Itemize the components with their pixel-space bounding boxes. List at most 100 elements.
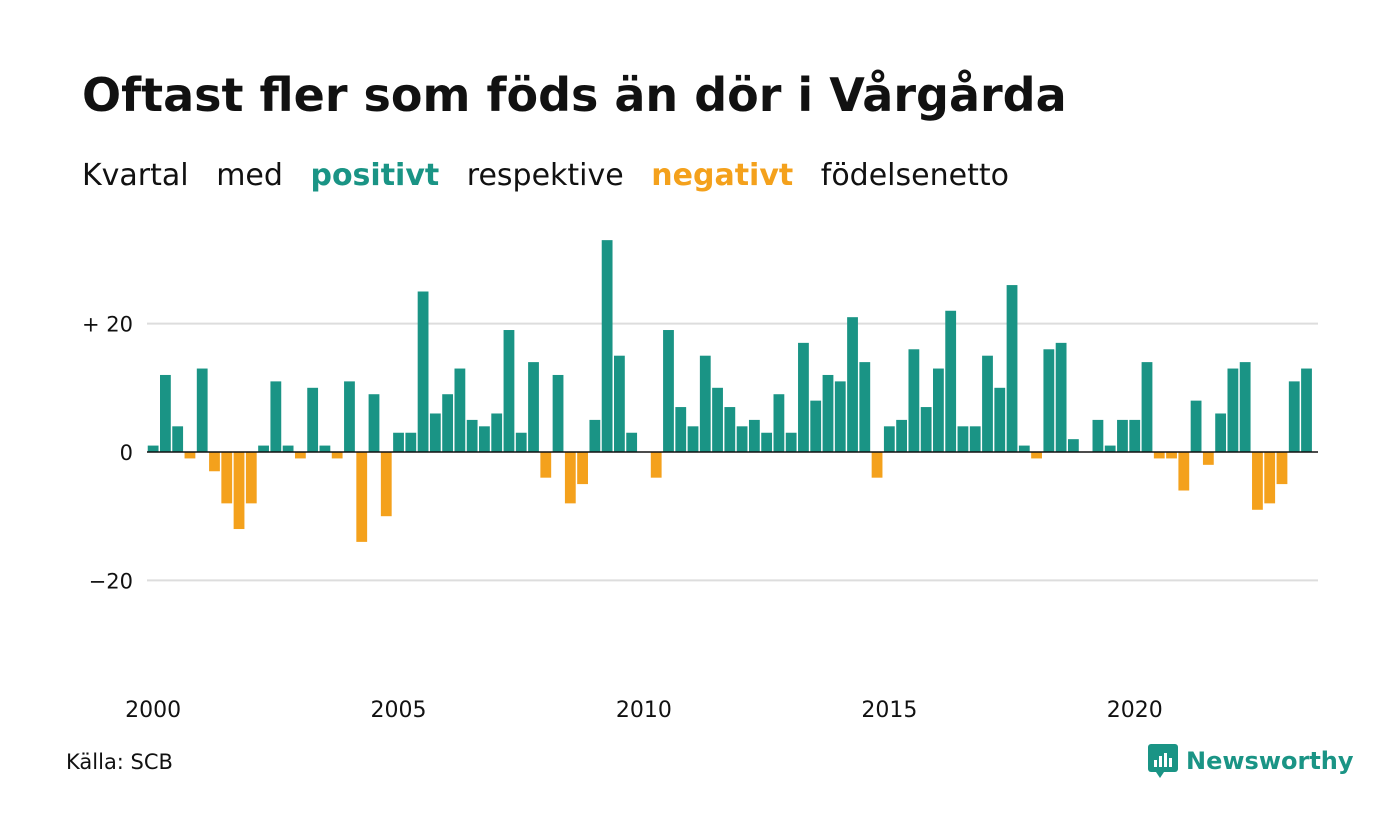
subtitle-word: med [216, 158, 283, 193]
bar [147, 445, 159, 452]
bar [160, 374, 171, 452]
x-tick-label: 2010 [616, 698, 672, 723]
bar [442, 394, 454, 452]
bar [761, 432, 773, 452]
bar [393, 432, 404, 452]
bar [1178, 452, 1190, 491]
bar [920, 407, 932, 452]
bar [614, 355, 625, 452]
bar [589, 419, 601, 452]
bar [258, 445, 269, 452]
bar [699, 355, 711, 452]
bar-chart: + 20 0 −20 2000 2005 2010 2015 2020 [82, 240, 1318, 723]
bar [307, 387, 319, 452]
bar [209, 452, 220, 472]
chart-title: Oftast fler som föds än dör i Vårgårda [82, 68, 1067, 122]
x-tick-label: 2005 [371, 698, 427, 723]
bar [945, 310, 957, 452]
bar [994, 387, 1006, 452]
bar [1288, 381, 1300, 452]
bar [233, 452, 245, 530]
bar [245, 452, 257, 504]
x-tick-label: 2000 [125, 698, 181, 723]
newsworthy-logo-icon [1148, 744, 1178, 778]
bar [1190, 400, 1202, 452]
bar [626, 432, 638, 452]
bar [663, 330, 674, 452]
y-tick-label: + 20 [82, 313, 133, 337]
bar [1227, 368, 1239, 452]
bar [1215, 413, 1227, 452]
bar [1067, 439, 1079, 452]
bar [724, 407, 736, 452]
bar [368, 394, 380, 452]
bar [221, 452, 233, 504]
bar [785, 432, 797, 452]
bar [1018, 445, 1030, 452]
bar [822, 374, 834, 452]
bar [380, 452, 392, 517]
bar [466, 419, 478, 452]
bar [344, 381, 355, 452]
bar [1043, 349, 1055, 452]
bar [810, 400, 822, 452]
bar [282, 445, 294, 452]
bar [798, 342, 809, 452]
bar [712, 387, 723, 452]
bar [417, 291, 429, 452]
y-tick-label: 0 [120, 441, 133, 465]
bar [564, 452, 576, 504]
bar [356, 452, 368, 542]
bar [883, 426, 895, 452]
bar [552, 374, 564, 452]
bar [1117, 419, 1128, 452]
y-tick-label: −20 [89, 569, 133, 593]
bar [601, 240, 613, 452]
brand-logo[interactable]: Newsworthy [1148, 744, 1354, 778]
subtitle-positive-label: positivt [310, 158, 440, 193]
chart-subtitle: Kvartal med positivt respektive negativt… [82, 158, 1027, 193]
bar [1202, 452, 1214, 465]
bar [773, 394, 785, 452]
bar [675, 407, 687, 452]
bar [429, 413, 441, 452]
bar [896, 419, 908, 452]
bar [1276, 452, 1288, 485]
bar [847, 317, 858, 452]
bar [172, 426, 184, 452]
bar [1129, 419, 1141, 452]
brand-name: Newsworthy [1186, 747, 1354, 775]
bar [834, 381, 846, 452]
bar [270, 381, 282, 452]
bar [319, 445, 331, 452]
bar [748, 419, 760, 452]
bar [454, 368, 466, 452]
axis-layer: + 20 0 −20 2000 2005 2010 2015 2020 [82, 313, 1318, 723]
bar [957, 426, 969, 452]
bar [515, 432, 527, 452]
bar [859, 362, 871, 452]
bar [1252, 452, 1263, 510]
bar [540, 452, 552, 478]
bar [1092, 419, 1104, 452]
bar [491, 413, 503, 452]
bar [1141, 362, 1153, 452]
subtitle-word: respektive [466, 158, 624, 193]
grid-layer [147, 322, 1318, 582]
x-tick-label: 2015 [861, 698, 917, 723]
subtitle-word: födelsenetto [820, 158, 1009, 193]
bar [294, 452, 306, 459]
source-note: Källa: SCB [66, 750, 173, 774]
bar [1031, 452, 1042, 459]
bar [687, 426, 699, 452]
bar [577, 452, 588, 485]
bar [503, 330, 515, 452]
bar [479, 426, 490, 452]
bar [184, 452, 196, 459]
bar [1239, 362, 1251, 452]
bar [1104, 445, 1116, 452]
bar [650, 452, 662, 478]
bar [969, 426, 981, 452]
bar [1264, 452, 1276, 504]
bar [933, 368, 944, 452]
